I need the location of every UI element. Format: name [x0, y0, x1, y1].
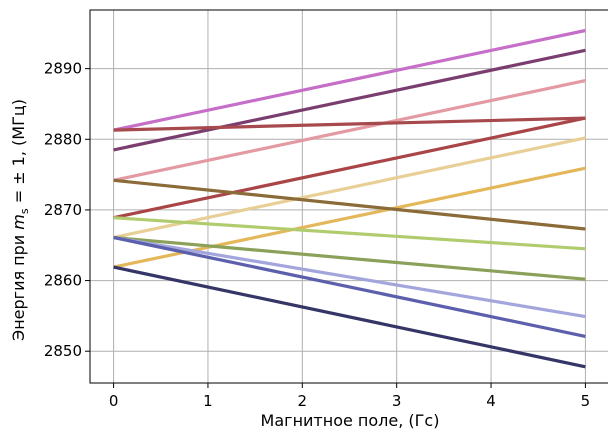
- series-line: [113, 116, 586, 220]
- series-line: [113, 79, 586, 182]
- y-tick-label: 2850: [44, 342, 82, 360]
- y-axis-label-prefix: Энергия при: [9, 230, 28, 341]
- x-axis-label: Магнитное поле, (Гс): [261, 411, 440, 430]
- x-tick-label: 0: [109, 392, 119, 410]
- x-tick-label: 4: [486, 392, 496, 410]
- y-tick-label: 2870: [44, 201, 82, 219]
- grid: [90, 10, 608, 383]
- y-tick-label: 2890: [44, 60, 82, 78]
- series-line: [113, 235, 586, 338]
- series-line: [113, 116, 586, 132]
- y-axis-label-variable: m: [9, 214, 28, 230]
- axis-ticks: 0 1 2 3 4 5 2850 2860 2870 2880 2890: [44, 60, 590, 410]
- plot-frame: [89, 9, 608, 384]
- series-line: [113, 178, 586, 231]
- x-tick-label: 3: [392, 392, 402, 410]
- series-line: [113, 28, 586, 132]
- x-tick-label: 1: [203, 392, 213, 410]
- y-axis-label-subscript: s: [18, 208, 31, 214]
- y-axis-label-suffix: = ± 1, (МГц): [9, 99, 28, 208]
- series-line: [113, 216, 586, 251]
- y-tick-label: 2860: [44, 272, 82, 290]
- x-tick-label: 5: [581, 392, 591, 410]
- series-line: [113, 235, 586, 319]
- series-line: [113, 235, 586, 281]
- series-line: [113, 265, 586, 369]
- series-line: [113, 136, 586, 240]
- series-lines: [113, 28, 586, 369]
- y-tick-label: 2880: [44, 130, 82, 148]
- y-axis-label: Энергия при ms = ± 1, (МГц): [9, 99, 31, 341]
- series-line: [113, 48, 586, 152]
- x-tick-label: 2: [298, 392, 308, 410]
